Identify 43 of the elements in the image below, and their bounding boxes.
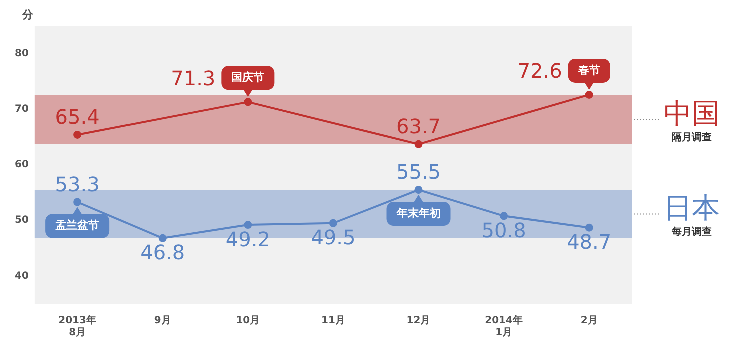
data-label: 48.7 [567,230,612,254]
annotation: 盂兰盆节 [56,219,100,232]
point [414,186,423,194]
y-tick-label: 80 [14,48,29,60]
annotation: 春节 [577,64,600,77]
data-label: 49.5 [311,226,356,250]
x-tick-label: 12月 [406,316,431,327]
data-label: 50.8 [482,218,526,242]
data-label: 71.3 [171,66,216,90]
point [244,98,252,106]
point [329,219,338,228]
point [500,212,508,220]
x-tick-label: 2013年 8月 [58,314,96,339]
x-tick-label: 11月 [321,316,346,327]
annotation: 国庆节 [232,71,265,84]
data-label: 65.4 [55,105,100,130]
point [74,198,82,206]
data-label: 53.3 [55,172,100,196]
data-label: 72.6 [518,59,562,84]
y-tick-label: 50 [14,215,29,226]
y-tick-label: 60 [14,160,29,171]
point [585,90,594,99]
x-tick-label: 2月 [580,316,598,327]
data-label: 49.2 [226,227,270,252]
point [158,234,167,242]
point [244,221,252,230]
text: 隔月调查 [672,131,712,144]
point [414,140,423,148]
data-label: 63.7 [396,114,442,139]
x-tick-label: 2014年 1月 [485,314,523,339]
y-tick-label: 40 [14,270,29,282]
x-tick-label: 10月 [236,316,260,327]
point [74,130,82,139]
data-label: 55.5 [396,160,442,184]
text: 中国 [664,96,720,130]
annotation: 年末年初 [396,206,441,220]
text: 每月调查 [671,226,712,238]
data-label: 46.8 [140,240,186,265]
point [585,224,594,232]
y-tick-label: 70 [14,104,29,115]
y-axis-title: 分 [22,8,34,22]
x-tick-label: 9月 [154,316,172,327]
text: 日本 [664,191,720,224]
